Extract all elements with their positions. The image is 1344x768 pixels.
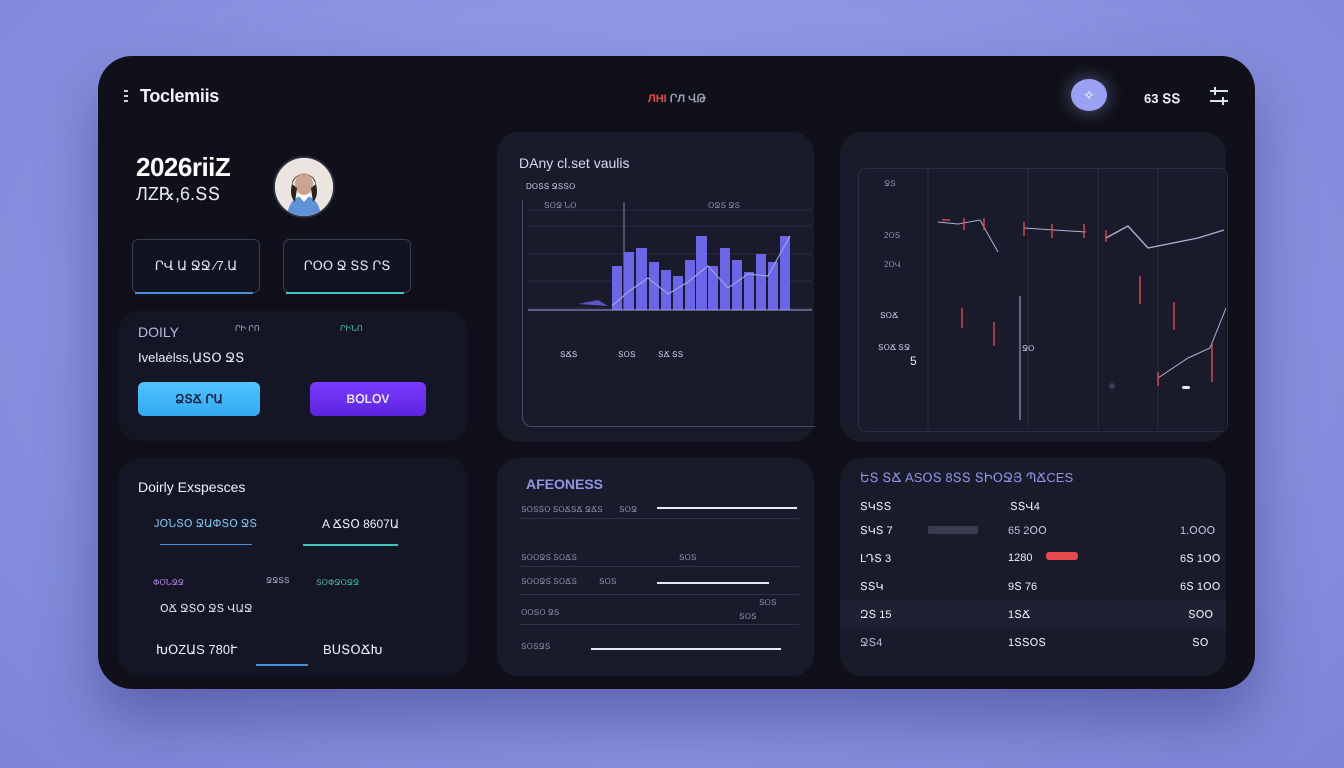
table-cell-b: ՏՕՕ	[1188, 609, 1214, 621]
daily-chart-legend-a: ՏՕՋ ՆՕ	[544, 201, 577, 210]
daily-panel	[118, 311, 468, 441]
profile-subtitle: ЛZ℞,6.ՏՏ	[136, 184, 221, 204]
trend-annotation-right: ՋՕ	[1022, 344, 1035, 353]
avatar[interactable]	[273, 156, 335, 218]
table-cell-a: 9Տ 76	[1008, 581, 1038, 593]
status-label-a: ЛHI	[648, 93, 667, 105]
table-row[interactable]: ՋՏ4 1ՏՏՕՏ ՏՕ	[840, 628, 1226, 656]
secondary-action-button[interactable]: BՕLՕV	[310, 382, 426, 416]
table-header-left: ՏԿՏՏ	[860, 501, 892, 513]
stat-card-2-label: ՐՕՕ Ջ ՏՏ ՐՏ	[303, 258, 391, 273]
user-label[interactable]: 63 ՏՏ	[1144, 91, 1181, 106]
avatar-image	[275, 158, 333, 216]
expenses-panel	[118, 458, 468, 676]
expenses-row-b: ՋՋՏՏ	[266, 576, 290, 585]
table-cell-b: 1.ՕՕՕ	[1180, 525, 1216, 537]
trend-line-chart	[927, 168, 1226, 430]
primary-action-button[interactable]: ՁՏՃ ՐԱ	[138, 382, 260, 416]
daily-chart-bottom-a: ՏՃՏ	[560, 350, 578, 359]
trend-label-4: ՏՕՃ	[880, 311, 899, 320]
afeoness-list: ՏՕՏՏՕ ՏՕՃՏՃ ՋՃՏ ՏՕՋ ՏՕՕՋՏ ՏՕՃՏ ՏՕՏ ՏՕՕՋՏ…	[519, 502, 799, 672]
daily-chart-legend-b: ՕՋՏ ՋՏ	[708, 201, 741, 210]
expenses-footer-right: BՍՏՕՃԽ	[323, 642, 383, 657]
table-cell-b: 6Տ 1ՕՕ	[1180, 581, 1221, 593]
afeoness-row-3-value: ՏՕՏ	[599, 577, 617, 586]
app-brand: Toclemiis	[140, 86, 219, 106]
trend-marker	[1182, 386, 1190, 389]
stat-card-1-label: ՐՎ Ա ՋՋ ⁄7.Ա	[154, 258, 238, 273]
afeoness-row-5-label: ՏՕՏՋՏ	[521, 642, 551, 651]
expenses-footer-left: ԽՕZԱS 780Ւ	[156, 642, 238, 657]
expenses-title: Doirly Exspesces	[138, 479, 246, 495]
row-highlight-bar	[1046, 552, 1078, 560]
table-cell-name: ՋՏ4	[860, 637, 883, 649]
afeoness-row-1-label: ՏՕՏՏՕ ՏՕՃՏՃ ՋՃՏ	[521, 505, 603, 514]
footer-underline	[256, 664, 308, 666]
afeoness-row-4-value: ՏՕՏ	[759, 598, 777, 607]
daily-chart-frame	[522, 200, 815, 427]
stat-card-1[interactable]: ՐՎ Ա ՋՋ ⁄7.Ա	[132, 239, 260, 294]
table-row[interactable]: ՏՏԿ 9Տ 76 6Տ 1ՕՕ	[840, 572, 1226, 600]
expenses-tab-a[interactable]: JՕՆՏՕ ՋԱՓՏՕ ՋՏ	[154, 518, 258, 530]
table-cell-b: 6Տ 1ՕՕ	[1180, 553, 1221, 565]
afeoness-row-4-label: ՕՕՏՕ ՋՏ	[521, 608, 560, 617]
daily-chart-sublabel: DՕՏՏ ՋՏՏՕ	[526, 182, 576, 191]
dashboard-window: Toclemiis ЛHI ՐЛ ՎԹ ✧ 63 ՏՏ 2026riiZ ЛZ℞…	[98, 56, 1255, 689]
daily-tag-a: ՐԻ ՐՈ	[235, 324, 260, 333]
table-cell-b: ՏՕ	[1192, 637, 1209, 649]
table-row[interactable]: ՏԿՏ 7 65 2ՕՕ 1.ՕՕՕ	[840, 516, 1226, 544]
daily-title: DOILY	[138, 324, 179, 340]
row-indicator	[928, 526, 978, 534]
daily-chart-title: DAny cl.set vaulis	[519, 155, 630, 171]
expenses-row-d: ՕՃ ՋՏՕ ՋՏ ՎԱՋ	[160, 603, 253, 615]
trend-label-2: 2ՕՏ	[884, 231, 901, 240]
afeoness-panel	[497, 458, 814, 676]
table-cell-name: ՏՏԿ	[860, 581, 884, 593]
sparkle-button[interactable]: ✧	[1071, 79, 1107, 111]
table-cell-a: 1280	[1008, 552, 1033, 564]
stat-card-2[interactable]: ՐՕՕ Ջ ՏՏ ՐՏ	[283, 239, 411, 294]
tab-a-underline	[160, 544, 252, 545]
trend-chart-frame	[858, 168, 1228, 432]
afeoness-row-1-value: ՏՕՋ	[619, 505, 638, 514]
table-cell-a: 65 2ՕՕ	[1008, 525, 1047, 537]
table-title: ԵՏ ՏՃ ASՕՏ 8ՏՏ ՏԻՕՋՅ ՊՃCES	[860, 470, 1074, 485]
afeoness-row-2-label: ՏՕՕՋՏ ՏՕՃՏ	[521, 553, 577, 562]
table-cell-name: ԼԴՏ 3	[860, 553, 892, 565]
daily-subtitle: Ivelaėlss,ԱՏՕ ՋՏ	[138, 350, 245, 365]
menu-icon[interactable]	[124, 88, 130, 104]
expenses-row-c: ՏՕՓՋՕՋՋ	[316, 578, 360, 587]
trend-annotation-number: 5	[910, 354, 917, 368]
table-header-right: ՏՏՎ4	[1010, 501, 1040, 513]
daily-bar-chart	[528, 202, 812, 311]
table-cell-a: 1ՏՃ	[1008, 609, 1031, 621]
daily-chart-bottom-c: ՏՃ ՏՏ	[658, 350, 684, 359]
table-panel	[840, 458, 1226, 676]
tab-b-underline	[303, 544, 398, 546]
trend-chart-panel	[840, 132, 1226, 442]
afeoness-title: AFEONESS	[526, 476, 604, 492]
afeoness-row-5-value: ՏՕՏ	[739, 612, 757, 621]
daily-tag-b: ՐԻՆՈ	[340, 324, 363, 333]
table-cell-a: 1ՏՏՕՏ	[1008, 637, 1047, 649]
afeoness-row-3-label: ՏՕՕՋՏ ՏՕՃՏ	[521, 577, 577, 586]
daily-chart-bottom-b: ՏՕՏ	[618, 350, 636, 359]
sparkle-icon: ✧	[1083, 86, 1095, 103]
expenses-tab-b[interactable]: A ՃՏՕ 8607Ա	[322, 517, 400, 531]
expenses-row-a: ՓՕՆՋՋ	[153, 578, 184, 587]
center-status-label: ЛHI ՐЛ ՎԹ	[648, 92, 706, 105]
table-cell-name: ՏԿՏ 7	[860, 525, 893, 537]
settings-sliders-icon[interactable]	[1210, 87, 1228, 105]
table-body: ՏԿՏ 7 65 2ՕՕ 1.ՕՕՕ ԼԴՏ 3 1280 6Տ 1ՕՕ ՏՏԿ…	[840, 516, 1226, 676]
afeoness-row-2-value: ՏՕՏ	[679, 553, 697, 562]
status-label-b: ՐЛ ՎԹ	[669, 93, 706, 105]
table-row[interactable]: ԼԴՏ 3 1280 6Տ 1ՕՕ	[840, 544, 1226, 572]
table-cell-name: ԶՏ 15	[860, 609, 892, 621]
profile-title: 2026riiZ	[136, 152, 231, 182]
trend-annotation-left: ՏՕՃ ՏՋ	[878, 343, 911, 352]
table-row[interactable]: ԶՏ 15 1ՏՃ ՏՕՕ	[840, 600, 1226, 628]
trend-label-3: 2ՕՎ	[884, 260, 901, 269]
trend-label-1: ՋՏ	[884, 179, 896, 188]
